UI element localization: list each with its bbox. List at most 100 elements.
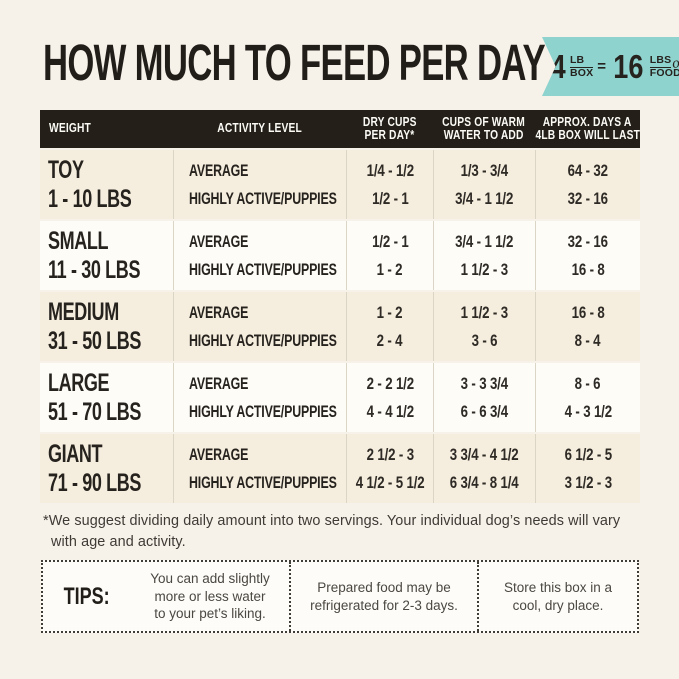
weight-cell: LARGE 51 - 70 LBS <box>40 363 173 432</box>
weight-name: TOY <box>48 155 84 184</box>
badge-script-of: of <box>671 54 679 72</box>
badge-left-unit: LB BOX <box>569 54 594 79</box>
dry-cups-average: 2 - 2 1/2 <box>366 373 414 393</box>
warm-water-cell: 3 3/4 - 4 1/2 6 3/4 - 8 1/4 <box>433 434 535 503</box>
tips-heading: TIPS: <box>43 562 131 631</box>
days-average: 8 - 6 <box>575 373 601 393</box>
days-average: 64 - 32 <box>567 160 609 180</box>
activity-high-label: HIGHLY ACTIVE/PUPPIES <box>189 402 337 421</box>
table-header-row: WEIGHT ACTIVITY LEVEL DRY CUPS PER DAY* … <box>40 110 640 148</box>
activity-cell: AVERAGE HIGHLY ACTIVE/PUPPIES <box>173 363 346 432</box>
days-cell: 32 - 16 16 - 8 <box>535 221 640 290</box>
tips-box: TIPS: You can add slightly more or less … <box>41 560 639 633</box>
activity-average-label: AVERAGE <box>189 445 249 464</box>
dry-cups-cell: 1/2 - 1 1 - 2 <box>346 221 433 290</box>
activity-average-label: AVERAGE <box>189 232 249 251</box>
badge-left-quantity: 4 <box>550 48 566 85</box>
days-average: 32 - 16 <box>567 231 609 251</box>
warm-water-cell: 1/3 - 3/4 3/4 - 1 1/2 <box>433 150 535 219</box>
days-high: 3 1/2 - 3 <box>564 472 612 492</box>
weight-name: SMALL <box>48 226 109 255</box>
table-row-toy: TOY 1 - 10 LBS AVERAGE HIGHLY ACTIVE/PUP… <box>40 150 640 219</box>
days-high: 8 - 4 <box>575 330 601 350</box>
tip-storage: Store this box in a cool, dry place. <box>477 562 637 631</box>
days-high: 16 - 8 <box>571 259 605 279</box>
weight-range: 11 - 30 LBS <box>48 255 141 284</box>
dry-cups-high: 1 - 2 <box>377 259 403 279</box>
activity-average-label: AVERAGE <box>189 161 249 180</box>
column-header-warm-water-line2: WATER TO ADD <box>444 128 524 142</box>
warm-water-average: 3 3/4 - 4 1/2 <box>450 444 519 464</box>
column-header-dry-cups-line1: DRY CUPS <box>362 114 417 129</box>
box-equivalence-badge: 4 LB BOX = 16 LBS of FOOD! <box>542 37 679 96</box>
dry-cups-high: 4 - 4 1/2 <box>366 401 414 421</box>
tip-refrigeration: Prepared food may be refrigerated for 2-… <box>289 562 477 631</box>
activity-high-label: HIGHLY ACTIVE/PUPPIES <box>189 189 337 208</box>
warm-water-high: 1 1/2 - 3 <box>460 259 509 279</box>
column-header-days-line1: APPROX. DAYS A <box>543 114 632 129</box>
badge-equals-sign: = <box>597 58 607 75</box>
weight-cell: MEDIUM 31 - 50 LBS <box>40 292 173 361</box>
days-cell: 6 1/2 - 5 3 1/2 - 3 <box>535 434 640 503</box>
warm-water-cell: 3/4 - 1 1/2 1 1/2 - 3 <box>433 221 535 290</box>
activity-cell: AVERAGE HIGHLY ACTIVE/PUPPIES <box>173 434 346 503</box>
dry-cups-average: 2 1/2 - 3 <box>366 444 414 464</box>
badge-right-quantity: 16 <box>613 48 644 85</box>
badge-right-unit-bottom: FOOD! <box>649 66 679 79</box>
dry-cups-cell: 2 1/2 - 3 4 1/2 - 5 1/2 <box>346 434 433 503</box>
activity-high-label: HIGHLY ACTIVE/PUPPIES <box>189 260 337 279</box>
days-cell: 64 - 32 32 - 16 <box>535 150 640 219</box>
column-header-warm-water-line1: CUPS OF WARM <box>442 114 526 129</box>
page-title: HOW MUCH TO FEED PER DAY <box>43 36 679 90</box>
dry-cups-high: 4 1/2 - 5 1/2 <box>355 472 425 492</box>
dry-cups-high: 1/2 - 1 <box>371 188 409 208</box>
warm-water-cell: 1 1/2 - 3 3 - 6 <box>433 292 535 361</box>
warm-water-cell: 3 - 3 3/4 6 - 6 3/4 <box>433 363 535 432</box>
warm-water-average: 3/4 - 1 1/2 <box>455 231 514 251</box>
badge-right-unit-top: LBS <box>649 53 672 68</box>
weight-cell: GIANT 71 - 90 LBS <box>40 434 173 503</box>
weight-range: 1 - 10 LBS <box>48 184 132 213</box>
column-header-activity-label: ACTIVITY LEVEL <box>217 121 302 136</box>
tips-heading-text: TIPS: <box>63 582 111 610</box>
dry-cups-high: 2 - 4 <box>377 330 403 350</box>
dry-cups-average: 1 - 2 <box>377 302 403 322</box>
activity-cell: AVERAGE HIGHLY ACTIVE/PUPPIES <box>173 221 346 290</box>
weight-range: 51 - 70 LBS <box>48 397 142 426</box>
activity-average-label: AVERAGE <box>189 303 249 322</box>
weight-name: GIANT <box>48 439 103 468</box>
activity-average-label: AVERAGE <box>189 374 249 393</box>
warm-water-average: 1 1/2 - 3 <box>460 302 509 322</box>
dry-cups-cell: 1/4 - 1/2 1/2 - 1 <box>346 150 433 219</box>
weight-cell: TOY 1 - 10 LBS <box>40 150 173 219</box>
column-header-weight-label: WEIGHT <box>49 121 91 136</box>
days-cell: 16 - 8 8 - 4 <box>535 292 640 361</box>
badge-left-unit-top: LB <box>569 54 594 68</box>
weight-name: MEDIUM <box>48 297 119 326</box>
warm-water-high: 6 - 6 3/4 <box>460 401 509 421</box>
days-high: 32 - 16 <box>567 188 609 208</box>
dry-cups-cell: 1 - 2 2 - 4 <box>346 292 433 361</box>
table-row-medium: MEDIUM 31 - 50 LBS AVERAGE HIGHLY ACTIVE… <box>40 292 640 361</box>
dry-cups-average: 1/2 - 1 <box>371 231 409 251</box>
tip-water-adjustment: You can add slightly more or less water … <box>150 571 270 622</box>
table-row-giant: GIANT 71 - 90 LBS AVERAGE HIGHLY ACTIVE/… <box>40 434 640 503</box>
badge-left-unit-bottom: BOX <box>569 66 594 79</box>
serving-footnote: *We suggest dividing daily amount into t… <box>43 513 621 550</box>
weight-range: 31 - 50 LBS <box>48 326 142 355</box>
activity-cell: AVERAGE HIGHLY ACTIVE/PUPPIES <box>173 292 346 361</box>
badge-right-unit: LBS of FOOD! <box>649 53 679 79</box>
dry-cups-average: 1/4 - 1/2 <box>366 160 414 180</box>
column-header-warm-water: CUPS OF WARM WATER TO ADD <box>433 110 535 148</box>
days-average: 16 - 8 <box>571 302 605 322</box>
activity-cell: AVERAGE HIGHLY ACTIVE/PUPPIES <box>173 150 346 219</box>
column-header-days-box-lasts: APPROX. DAYS A 4LB BOX WILL LAST <box>535 110 640 148</box>
feeding-table: WEIGHT ACTIVITY LEVEL DRY CUPS PER DAY* … <box>40 110 640 503</box>
table-row-small: SMALL 11 - 30 LBS AVERAGE HIGHLY ACTIVE/… <box>40 221 640 290</box>
table-row-large: LARGE 51 - 70 LBS AVERAGE HIGHLY ACTIVE/… <box>40 363 640 432</box>
dry-cups-cell: 2 - 2 1/2 4 - 4 1/2 <box>346 363 433 432</box>
days-average: 6 1/2 - 5 <box>564 444 612 464</box>
warm-water-high: 6 3/4 - 8 1/4 <box>450 472 519 492</box>
column-header-weight: WEIGHT <box>40 110 173 148</box>
